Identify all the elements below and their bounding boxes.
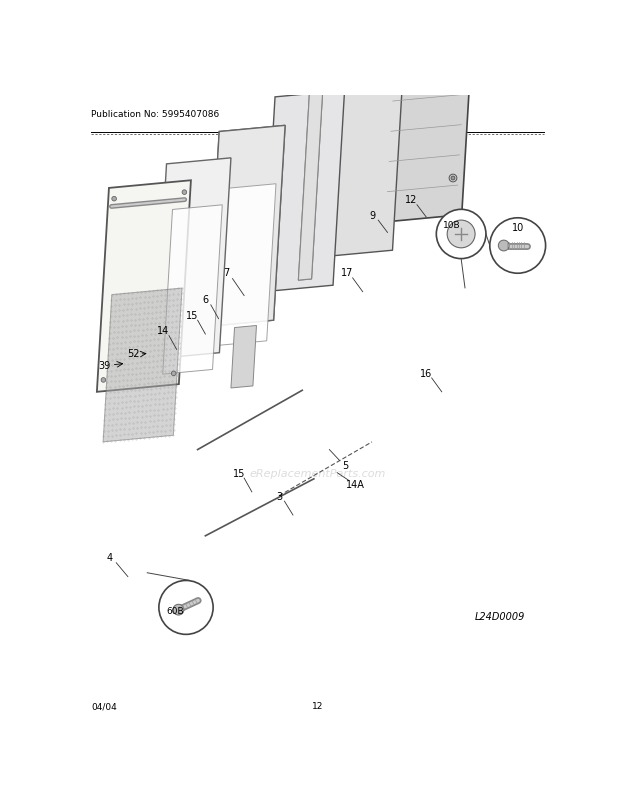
Text: 15: 15	[186, 310, 198, 321]
Text: 9: 9	[369, 210, 375, 221]
Circle shape	[173, 605, 184, 615]
Polygon shape	[298, 85, 323, 281]
Text: 4: 4	[107, 553, 113, 563]
Text: 10B: 10B	[443, 221, 461, 230]
Circle shape	[171, 371, 176, 376]
Text: GLGF377C: GLGF377C	[294, 110, 342, 119]
Text: 39: 39	[99, 360, 111, 371]
Text: 10: 10	[512, 223, 524, 233]
Polygon shape	[208, 126, 285, 327]
Polygon shape	[231, 326, 257, 388]
Text: 60B: 60B	[166, 606, 184, 615]
Polygon shape	[208, 126, 285, 327]
Polygon shape	[298, 85, 323, 281]
Circle shape	[456, 62, 464, 70]
Circle shape	[182, 191, 187, 195]
Polygon shape	[155, 159, 231, 359]
Text: 14A: 14A	[345, 480, 365, 489]
Polygon shape	[103, 289, 182, 443]
Text: 17: 17	[341, 268, 353, 278]
Text: 12: 12	[405, 195, 417, 205]
Circle shape	[451, 177, 455, 180]
Circle shape	[490, 218, 546, 274]
Text: 04/04: 04/04	[92, 702, 117, 711]
Circle shape	[449, 175, 457, 183]
Circle shape	[447, 221, 475, 249]
Text: DOOR: DOOR	[301, 122, 335, 132]
Text: 6: 6	[202, 295, 208, 305]
Text: 7: 7	[223, 268, 229, 278]
Polygon shape	[319, 56, 404, 257]
Circle shape	[436, 210, 486, 259]
Polygon shape	[379, 21, 473, 223]
Circle shape	[101, 379, 106, 383]
Text: 5: 5	[342, 460, 348, 471]
Text: 3: 3	[276, 491, 282, 501]
Polygon shape	[97, 181, 191, 392]
Polygon shape	[216, 184, 276, 346]
Text: L24D0009: L24D0009	[475, 611, 525, 622]
Text: Publication No: 5995407086: Publication No: 5995407086	[92, 110, 219, 119]
Polygon shape	[162, 205, 222, 375]
Text: 15: 15	[232, 468, 245, 478]
Text: 52: 52	[127, 349, 140, 358]
Circle shape	[159, 581, 213, 634]
Circle shape	[458, 63, 462, 67]
Text: eReplacementParts.com: eReplacementParts.com	[250, 468, 386, 478]
Text: 12: 12	[312, 702, 324, 711]
Circle shape	[498, 241, 509, 252]
Polygon shape	[264, 91, 345, 293]
Circle shape	[112, 197, 117, 202]
Text: 14: 14	[157, 326, 169, 336]
Text: 16: 16	[420, 368, 432, 378]
